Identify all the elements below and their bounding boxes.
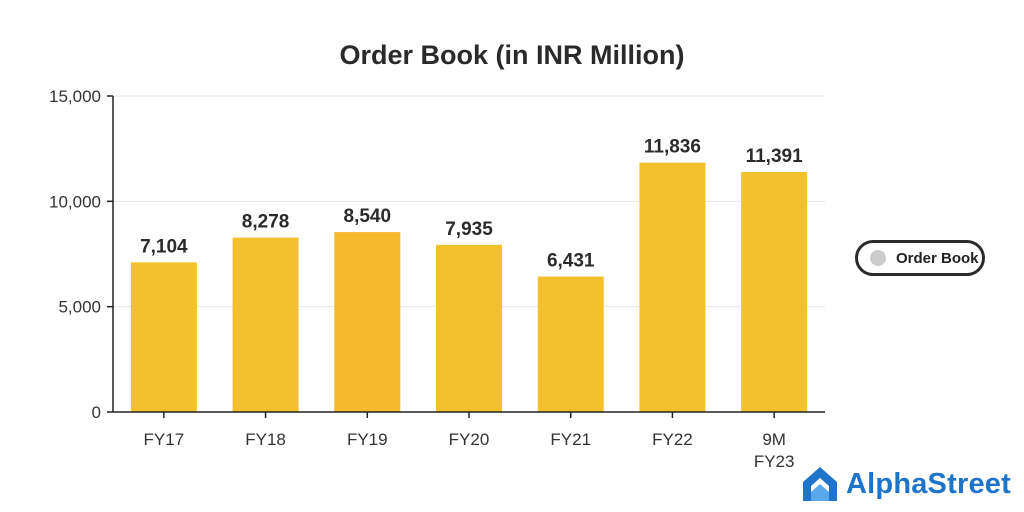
x-tick-label-line: FY17: [144, 430, 185, 449]
bar-fy21: [537, 276, 604, 412]
x-tick-label: FY22: [652, 430, 693, 449]
bar-9m-fy23: [741, 172, 808, 412]
x-tick-label: FY21: [550, 430, 591, 449]
data-label: 11,391: [746, 146, 803, 167]
x-tick-label-line: FY18: [245, 430, 286, 449]
data-label: 8,540: [344, 206, 392, 227]
x-tick-label-line: FY19: [347, 430, 388, 449]
bar-fy19: [334, 232, 401, 412]
y-tick-label: 10,000: [49, 192, 101, 211]
brand-name: AlphaStreet: [846, 467, 1011, 500]
x-tick-label: FY18: [245, 430, 286, 449]
bar-fy20: [436, 244, 502, 412]
x-tick-label-line: FY21: [550, 430, 591, 449]
x-tick-label-line: 9M: [762, 430, 786, 449]
legend-label-order-book: Order Book: [896, 249, 979, 267]
alphastreet-logo-icon: [803, 467, 837, 501]
legend[interactable]: Order Book: [855, 240, 985, 276]
data-label: 7,935: [445, 219, 493, 240]
x-tick-label: FY20: [449, 430, 490, 449]
x-tick-label: FY19: [347, 430, 388, 449]
legend-swatch: [870, 250, 886, 266]
axes: 0 5,000 10,000 15,000 FY17 FY18 FY19 FY20 FY21 FY…: [49, 87, 825, 471]
x-tick-label-line: FY20: [449, 430, 490, 449]
x-tick-label: 9M FY23: [754, 430, 795, 471]
x-tick-label-line: FY23: [754, 452, 795, 471]
y-tick-label: 15,000: [49, 87, 101, 106]
x-tick-label: FY17: [144, 430, 185, 449]
data-label: 6,431: [547, 251, 595, 272]
y-tick-label: 5,000: [58, 298, 101, 317]
bar-fy17: [130, 262, 197, 412]
bar-fy18: [232, 237, 299, 412]
y-tick-label: 0: [92, 403, 101, 422]
data-label: 7,104: [140, 236, 188, 257]
chart-title: Order Book (in INR Million): [340, 40, 685, 70]
bar-fy22: [639, 162, 706, 412]
x-tick-label-line: FY22: [652, 430, 693, 449]
data-label: 8,278: [242, 212, 290, 233]
data-label: 11,836: [644, 137, 701, 158]
data-labels: 7,104 8,278 8,540 7,935 6,431 11,836 11,391: [140, 137, 803, 272]
brand: AlphaStreet: [800, 464, 1011, 504]
bars: [130, 162, 808, 412]
